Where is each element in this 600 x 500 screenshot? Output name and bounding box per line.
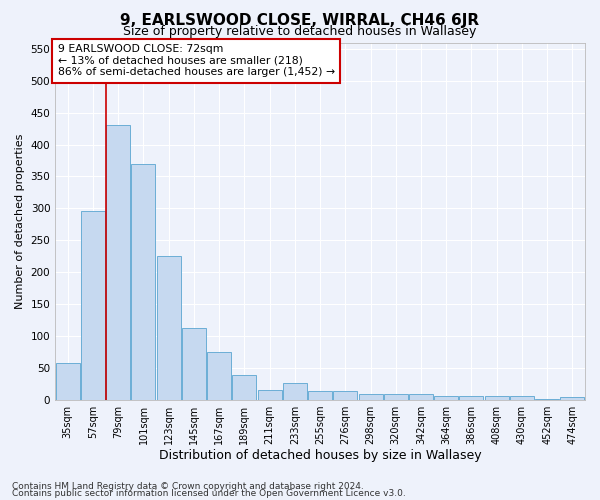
Bar [384,394,408,400]
Y-axis label: Number of detached properties: Number of detached properties [15,134,25,308]
Text: 9 EARLSWOOD CLOSE: 72sqm
← 13% of detached houses are smaller (218)
86% of semi-: 9 EARLSWOOD CLOSE: 72sqm ← 13% of detach… [58,44,335,78]
X-axis label: Distribution of detached houses by size in Wallasey: Distribution of detached houses by size … [159,450,481,462]
Bar [434,396,458,400]
Text: Size of property relative to detached houses in Wallasey: Size of property relative to detached ho… [124,25,476,38]
Bar [308,392,332,400]
Bar [510,396,534,400]
Bar [560,397,584,400]
Bar [81,212,105,400]
Bar [334,392,357,400]
Bar [409,394,433,400]
Bar [283,383,307,400]
Bar [182,328,206,400]
Bar [157,256,181,400]
Bar [257,390,281,400]
Text: Contains HM Land Registry data © Crown copyright and database right 2024.: Contains HM Land Registry data © Crown c… [12,482,364,491]
Bar [359,394,383,400]
Bar [535,399,559,400]
Bar [485,396,509,400]
Bar [207,352,231,400]
Bar [106,126,130,400]
Bar [232,376,256,400]
Text: 9, EARLSWOOD CLOSE, WIRRAL, CH46 6JR: 9, EARLSWOOD CLOSE, WIRRAL, CH46 6JR [121,12,479,28]
Bar [56,363,80,400]
Bar [460,396,484,400]
Text: Contains public sector information licensed under the Open Government Licence v3: Contains public sector information licen… [12,490,406,498]
Bar [131,164,155,400]
